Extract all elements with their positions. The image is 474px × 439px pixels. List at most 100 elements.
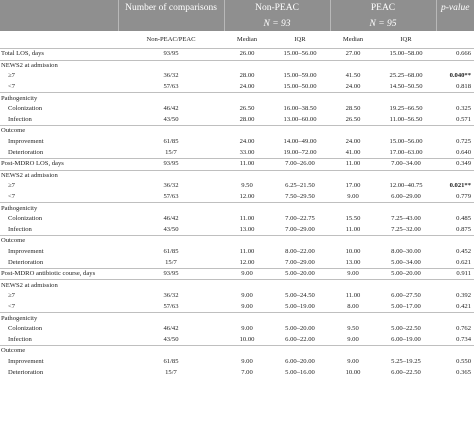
comparisons-cell: 93/95 xyxy=(118,157,224,171)
table-row: Infection 43/50 10.00 6.00–22.00 9.00 6.00–19… xyxy=(0,334,474,345)
peac-iqr-cell xyxy=(376,125,437,137)
table-row: Colonization 46/42 26.50 16.00–38.50 28.50 19… xyxy=(0,104,474,115)
table-row: <7 57/63 12.00 7.50–29.50 9.00 6.00–29.00 0.77… xyxy=(0,192,474,203)
comparisons-cell: 93/95 xyxy=(118,48,224,61)
table-body: Total LOS, days 93/95 26.00 15.00–56.00 27.0… xyxy=(0,48,474,378)
peac-iqr-cell xyxy=(376,169,437,182)
subheader-median-nonpeac: Median xyxy=(224,31,270,49)
pvalue-cell xyxy=(436,345,474,357)
table-row: Colonization 46/42 9.00 5.00–20.00 9.50 5.00–… xyxy=(0,324,474,335)
pvalue-cell xyxy=(436,235,474,247)
row-label: Improvement xyxy=(8,247,44,255)
nonpeac-median-cell xyxy=(224,202,270,214)
nonpeac-median-cell xyxy=(224,169,270,182)
table-row: Outcome xyxy=(0,125,474,137)
peac-iqr-cell: 5.00–34.00 xyxy=(391,258,421,266)
peac-median-cell: 11.00 xyxy=(345,225,361,233)
table-row: Deterioration 15/7 12.00 7.00–29.00 13.00 5.0… xyxy=(0,257,474,268)
pvalue-cell: 0.021** xyxy=(449,182,472,190)
nonpeac-iqr-cell: 16.00–38.50 xyxy=(283,105,317,113)
nonpeac-iqr-cell: 5.00–16.00 xyxy=(285,368,315,376)
comparisons-cell xyxy=(118,345,224,357)
nonpeac-iqr-cell: 7.00–26.00 xyxy=(270,157,330,171)
table-row: NEWS2 at admission xyxy=(0,59,474,72)
nonpeac-iqr-cell: 5.00–24.50 xyxy=(285,292,315,300)
comparisons-cell xyxy=(118,202,224,214)
nonpeac-median-cell: 13.00 xyxy=(239,225,255,233)
row-label: Pathogenicity xyxy=(0,312,118,324)
nonpeac-iqr-cell: 15.00–50.00 xyxy=(283,83,317,91)
pvalue-cell xyxy=(436,312,474,324)
peac-median-cell xyxy=(330,92,376,104)
pvalue-cell: 0.621 xyxy=(456,258,472,266)
row-label: Colonization xyxy=(8,325,43,333)
row-label: Total LOS, days xyxy=(0,48,118,61)
peac-median-cell: 9.00 xyxy=(347,193,359,201)
pvalue-cell: 0.734 xyxy=(456,335,472,343)
subheader-row: Non-PEAC/PEAC Median IQR Median IQR xyxy=(0,31,474,49)
row-label: NEWS2 at admission xyxy=(0,169,118,182)
peac-median-cell: 41.00 xyxy=(345,148,361,156)
nonpeac-iqr-cell: 15.00–56.00 xyxy=(270,48,330,61)
subheader-median-peac: Median xyxy=(330,31,376,49)
nonpeac-median-cell: 26.00 xyxy=(224,48,270,61)
nonpeac-median-cell: 28.00 xyxy=(239,72,255,80)
nonpeac-iqr-cell: 14.00–49.00 xyxy=(283,138,317,146)
comparisons-cell: 61/85 xyxy=(163,138,179,146)
peac-iqr-cell: 11.00–56.50 xyxy=(389,115,423,123)
nonpeac-iqr-cell xyxy=(270,125,330,137)
peac-median-cell: 9.00 xyxy=(347,357,359,365)
results-table: Number of comparisons Non-PEAC PEAC p-va… xyxy=(0,0,474,378)
nonpeac-iqr-cell: 15.00–59.00 xyxy=(283,72,317,80)
table-row: Outcome xyxy=(0,235,474,247)
nonpeac-iqr-cell xyxy=(270,312,330,324)
nonpeac-median-cell xyxy=(224,279,270,292)
pvalue-cell xyxy=(436,92,474,104)
comparisons-cell: 46/42 xyxy=(163,325,179,333)
pvalue-cell: 0.421 xyxy=(456,302,472,310)
nonpeac-iqr-cell: 5.00–20.00 xyxy=(285,325,315,333)
nonpeac-median-cell: 11.00 xyxy=(224,157,270,171)
nonpeac-median-cell: 24.00 xyxy=(239,138,255,146)
peac-iqr-cell: 6.00–22.50 xyxy=(391,368,421,376)
table-row: Pathogenicity xyxy=(0,92,474,104)
subheader-iqr-nonpeac: IQR xyxy=(270,31,330,49)
table-row: Deterioration 15/7 33.00 19.00–72.00 41.00 17… xyxy=(0,147,474,158)
nonpeac-iqr-cell: 5.00–19.00 xyxy=(285,302,315,310)
nonpeac-median-cell: 9.00 xyxy=(241,302,253,310)
row-label: Outcome xyxy=(0,345,118,357)
peac-iqr-cell: 6.00–27.50 xyxy=(391,292,421,300)
pvalue-cell: 0.911 xyxy=(436,267,474,280)
row-label: Infection xyxy=(8,225,32,233)
nonpeac-median-cell xyxy=(224,312,270,324)
nonpeac-median-cell xyxy=(224,92,270,104)
nonpeac-median-cell: 9.00 xyxy=(241,292,253,300)
peac-median-cell: 27.00 xyxy=(330,48,376,61)
comparisons-cell: 57/63 xyxy=(163,302,179,310)
table-row: Improvement 61/85 9.00 6.00–20.00 9.00 5.25–1… xyxy=(0,357,474,368)
peac-iqr-cell: 14.50–50.50 xyxy=(389,83,423,91)
nonpeac-median-cell xyxy=(224,59,270,72)
nonpeac-iqr-cell xyxy=(270,345,330,357)
comparisons-cell: 46/42 xyxy=(163,105,179,113)
comparisons-cell: 43/50 xyxy=(163,225,179,233)
table-row: Post-MDRO LOS, days 93/95 11.00 7.00–26.00 1… xyxy=(0,157,474,171)
nonpeac-median-cell: 33.00 xyxy=(239,148,255,156)
peac-median-cell: 41.50 xyxy=(345,72,361,80)
row-label: <7 xyxy=(8,83,16,91)
comparisons-cell xyxy=(118,169,224,182)
pvalue-cell: 0.485 xyxy=(456,215,472,223)
nonpeac-iqr-cell xyxy=(270,202,330,214)
peac-iqr-cell xyxy=(376,92,437,104)
table-row: Pathogenicity xyxy=(0,312,474,324)
comparisons-cell: 36/32 xyxy=(163,182,179,190)
comparisons-cell xyxy=(118,235,224,247)
table-row: Improvement 61/85 11.00 8.00–22.00 10.00 8.00… xyxy=(0,247,474,258)
table-row: Deterioration 15/7 7.00 5.00–16.00 10.00 6.00… xyxy=(0,367,474,378)
pvalue-cell: 0.640 xyxy=(456,148,472,156)
peac-iqr-cell: 6.00–19.00 xyxy=(391,335,421,343)
header-n-peac: N = 95 xyxy=(330,16,437,31)
header-blank xyxy=(0,0,119,16)
header-pvalue: p-value xyxy=(436,0,474,16)
peac-median-cell xyxy=(330,59,376,72)
